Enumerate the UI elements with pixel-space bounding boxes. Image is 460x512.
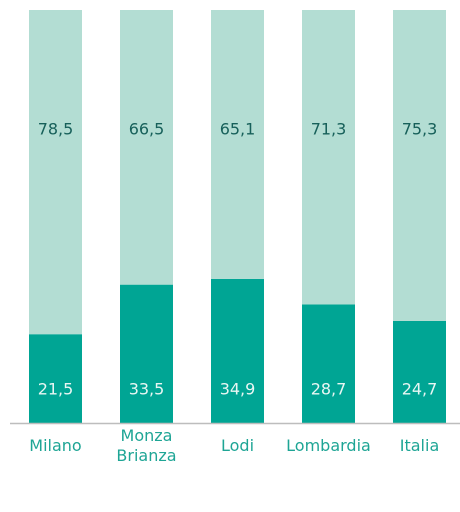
bar-segment [393,320,446,423]
bar-segment [211,10,264,279]
data-label: 21,5 [38,380,74,399]
x-tick-label: Italia [399,436,440,455]
x-tick-label: Lombardia [286,436,371,455]
bar-segment [302,10,355,305]
data-label: 78,5 [38,120,74,139]
bar-segment [120,284,173,423]
bar-segment [393,10,446,321]
bar-segment [211,278,264,423]
bar-segment [29,334,82,423]
data-label: 34,9 [220,380,256,399]
data-label: 66,5 [129,120,165,139]
bar-segment [29,10,82,335]
x-tick-label: Monza Brianza [116,426,177,465]
data-label: 65,1 [220,120,256,139]
data-label: 28,7 [311,380,347,399]
data-label: 71,3 [311,120,347,139]
bar-segment [302,304,355,423]
data-label: 24,7 [402,380,438,399]
data-label: 33,5 [129,380,165,399]
x-tick-label: Lodi [220,436,255,455]
x-tick-label: Milano [29,436,82,455]
bar-segment [120,10,173,285]
data-label: 75,3 [402,120,438,139]
